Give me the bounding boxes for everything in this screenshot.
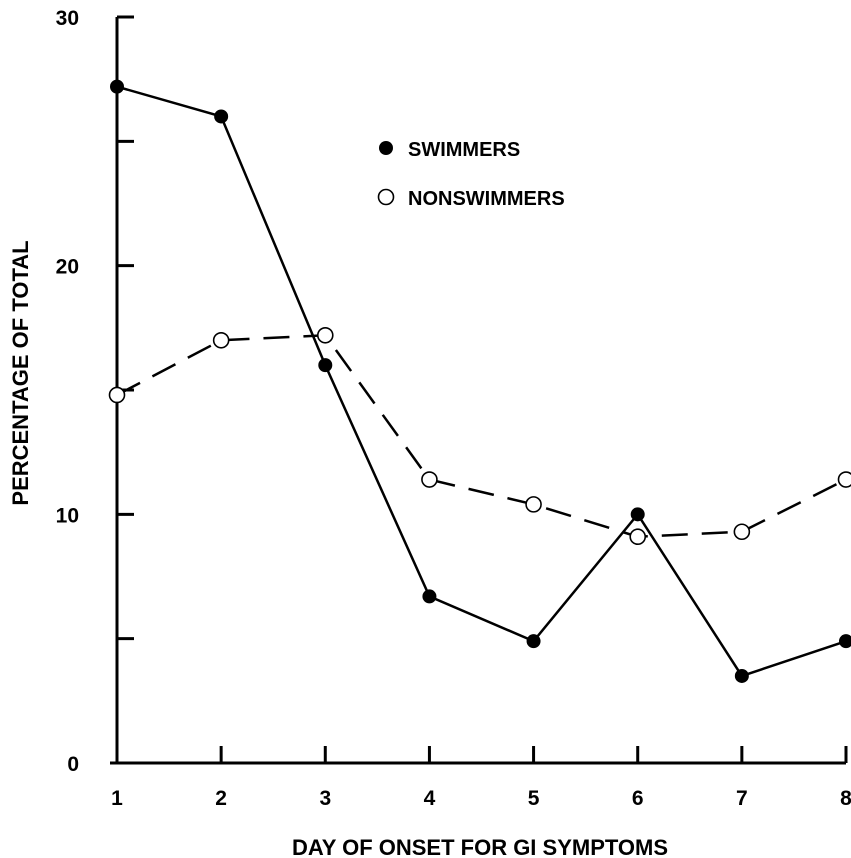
nonswimmers-point-8 — [837, 471, 851, 488]
swimmers-line — [116, 85, 847, 678]
nonswimmers-point-3 — [316, 326, 334, 344]
swimmers-point-6 — [630, 507, 645, 522]
x-tick-label-7: 7 — [736, 787, 748, 810]
y-axis-label: PERCENTAGE OF TOTAL — [8, 240, 33, 505]
swimmers-point-4 — [422, 589, 437, 604]
legend-swimmers-marker — [379, 141, 393, 155]
x-ticks: 1 2 3 4 5 6 7 8 — [111, 746, 851, 810]
nonswimmers-point-7 — [733, 523, 751, 541]
nonswimmers-point-4 — [421, 471, 438, 488]
nonswimmers-point-1 — [108, 386, 126, 404]
swimmers-point-3 — [318, 358, 333, 373]
y-tick-label-0: 0 — [67, 753, 79, 776]
legend-nonswimmers-label: NONSWIMMERS — [408, 188, 565, 210]
nonswimmers-point-6 — [629, 528, 647, 546]
swimmers-point-5 — [526, 634, 541, 649]
x-tick-label-5: 5 — [528, 787, 540, 810]
x-tick-label-3: 3 — [319, 787, 331, 810]
swimmers-point-8 — [839, 634, 851, 649]
x-tick-label-8: 8 — [840, 787, 851, 810]
x-tick-label-6: 6 — [632, 787, 644, 810]
series-layer — [108, 79, 851, 683]
y-tick-label-30: 30 — [56, 7, 79, 30]
swimmers-point-7 — [734, 668, 749, 683]
y-ticks: 0 10 20 30 — [56, 7, 134, 776]
legend-nonswimmers-marker — [377, 188, 395, 206]
swimmers-point-1 — [110, 79, 124, 94]
legend-swimmers-label: SWIMMERS — [408, 139, 520, 161]
swimmers-point-2 — [214, 109, 229, 124]
x-tick-label-4: 4 — [424, 787, 436, 810]
nonswimmers-point-2 — [212, 331, 230, 349]
x-tick-label-1: 1 — [111, 787, 123, 810]
nonswimmers-point-5 — [525, 496, 542, 513]
x-tick-label-2: 2 — [215, 787, 227, 810]
y-tick-label-20: 20 — [56, 256, 79, 279]
y-tick-label-10: 10 — [56, 504, 79, 527]
legend: SWIMMERS NONSWIMMERS — [377, 139, 565, 210]
x-axis-label: DAY OF ONSET FOR GI SYMPTOMS — [292, 835, 668, 858]
nonswimmers-line — [116, 334, 847, 538]
